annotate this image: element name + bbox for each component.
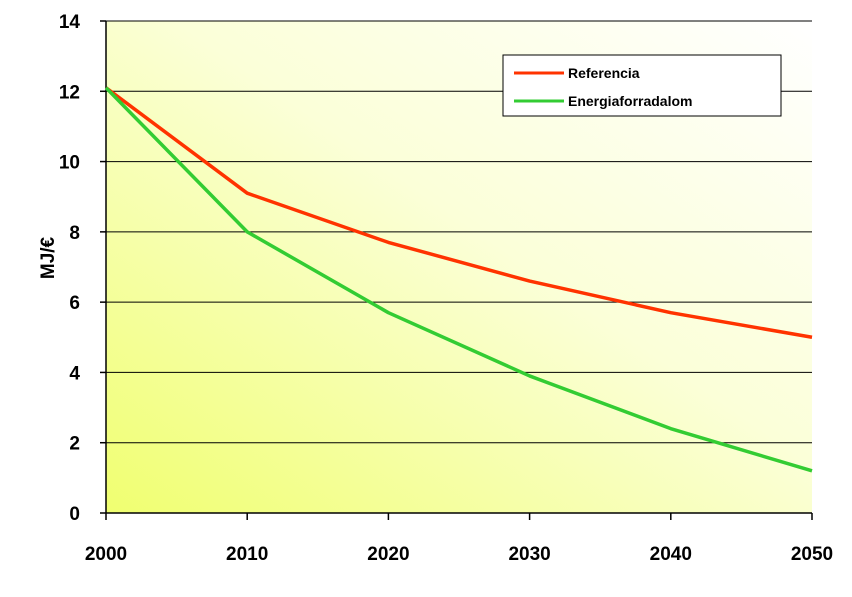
legend-label-energiaforradalom: Energiaforradalom bbox=[568, 93, 692, 109]
legend-box bbox=[502, 54, 782, 117]
y-tick-label-12: 12 bbox=[59, 82, 80, 103]
x-tick-label-2040: 2040 bbox=[650, 544, 692, 565]
y-tick-label-14: 14 bbox=[59, 12, 81, 33]
y-tick-label-4: 4 bbox=[69, 363, 80, 384]
y-tick-label-10: 10 bbox=[59, 153, 80, 174]
x-tick-label-2010: 2010 bbox=[226, 544, 268, 565]
x-tick-label-2030: 2030 bbox=[508, 544, 550, 565]
series-line-energiaforradalom bbox=[104, 86, 813, 473]
y-tick-labels: 0 2 4 6 8 10 12 14 bbox=[59, 12, 81, 525]
axes bbox=[100, 20, 813, 520]
series-line-referencia bbox=[104, 86, 813, 340]
y-axis-label: MJ/€ bbox=[38, 236, 59, 279]
x-tick-label-2020: 2020 bbox=[367, 544, 409, 565]
series-lines bbox=[104, 86, 813, 473]
x-tick-label-2000: 2000 bbox=[85, 544, 127, 565]
y-tick-label-6: 6 bbox=[69, 293, 80, 314]
x-tick-label-2050: 2050 bbox=[791, 544, 833, 565]
x-tick-labels: 2000 2010 2020 2030 2040 2050 bbox=[85, 544, 833, 565]
y-tick-label-0: 0 bbox=[69, 504, 80, 525]
legend-label-referencia: Referencia bbox=[568, 65, 640, 81]
y-tick-label-8: 8 bbox=[69, 223, 80, 244]
legend: Referencia Energiaforradalom bbox=[502, 54, 782, 117]
y-tick-label-2: 2 bbox=[69, 434, 80, 455]
